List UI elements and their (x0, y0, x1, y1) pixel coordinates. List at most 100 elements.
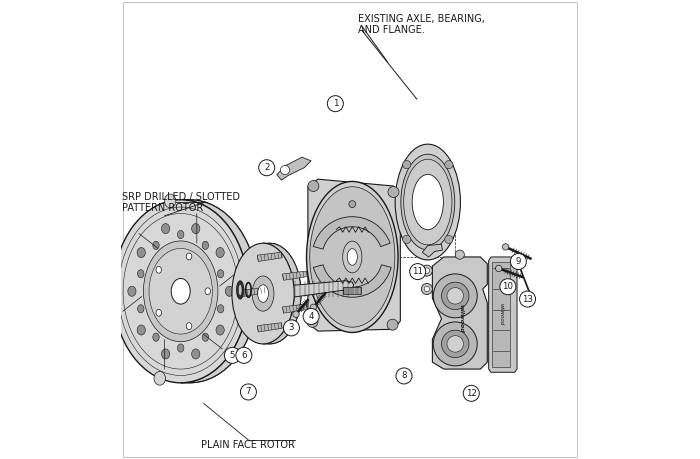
Circle shape (328, 95, 344, 112)
Ellipse shape (216, 325, 224, 335)
Polygon shape (181, 200, 258, 383)
Ellipse shape (122, 200, 258, 383)
Text: 5: 5 (230, 351, 235, 360)
Ellipse shape (218, 269, 224, 278)
Ellipse shape (137, 247, 146, 257)
Circle shape (424, 286, 430, 292)
Ellipse shape (128, 286, 136, 297)
Ellipse shape (202, 241, 209, 250)
Text: AND FLANGE.: AND FLANGE. (358, 25, 425, 35)
Ellipse shape (503, 244, 509, 250)
Circle shape (444, 161, 453, 169)
Circle shape (308, 180, 319, 191)
Circle shape (444, 235, 453, 244)
Circle shape (447, 336, 463, 352)
Circle shape (433, 322, 477, 366)
Polygon shape (258, 323, 282, 332)
Wedge shape (314, 265, 391, 297)
Ellipse shape (154, 371, 165, 385)
Ellipse shape (343, 241, 362, 273)
Ellipse shape (164, 194, 176, 208)
Text: 9: 9 (516, 257, 521, 266)
Text: 12: 12 (466, 389, 477, 398)
Circle shape (463, 385, 480, 401)
Ellipse shape (156, 266, 162, 273)
Ellipse shape (309, 187, 395, 327)
Text: 2: 2 (264, 163, 270, 172)
Ellipse shape (232, 243, 294, 344)
Ellipse shape (137, 305, 144, 313)
Ellipse shape (496, 265, 502, 272)
Polygon shape (492, 262, 510, 367)
Text: wilwood: wilwood (458, 304, 463, 333)
Ellipse shape (178, 230, 184, 239)
Circle shape (442, 282, 469, 309)
Ellipse shape (237, 281, 244, 299)
Ellipse shape (225, 286, 234, 297)
Text: 3: 3 (288, 324, 294, 332)
Polygon shape (343, 287, 361, 294)
Ellipse shape (239, 243, 301, 344)
Text: PLAIN FACE ROTOR: PLAIN FACE ROTOR (202, 441, 295, 450)
Text: 6: 6 (241, 351, 246, 360)
Polygon shape (308, 179, 400, 331)
Circle shape (510, 253, 526, 269)
Text: wilwood: wilwood (498, 303, 503, 325)
Polygon shape (293, 281, 354, 297)
Text: PATTERN ROTOR: PATTERN ROTOR (122, 202, 204, 213)
Text: SRP DRILLED / SLOTTED: SRP DRILLED / SLOTTED (122, 192, 240, 202)
Ellipse shape (202, 333, 209, 341)
Circle shape (303, 308, 319, 325)
Ellipse shape (156, 309, 162, 316)
Circle shape (236, 347, 252, 364)
Circle shape (240, 384, 256, 400)
Circle shape (396, 368, 412, 384)
Ellipse shape (412, 174, 443, 230)
Polygon shape (258, 252, 282, 262)
Ellipse shape (137, 269, 144, 278)
Text: EXISTING AXLE, BEARING,: EXISTING AXLE, BEARING, (358, 14, 485, 24)
Circle shape (388, 186, 399, 197)
Circle shape (387, 319, 398, 330)
Polygon shape (283, 271, 307, 280)
Circle shape (402, 161, 411, 169)
Ellipse shape (192, 224, 200, 234)
Circle shape (284, 320, 300, 336)
Polygon shape (283, 304, 307, 313)
Ellipse shape (178, 344, 184, 352)
Ellipse shape (401, 154, 455, 250)
Circle shape (225, 347, 240, 364)
Polygon shape (276, 157, 311, 180)
Circle shape (281, 165, 290, 174)
Ellipse shape (144, 241, 218, 341)
Ellipse shape (186, 253, 192, 260)
Text: 11: 11 (412, 267, 423, 276)
Circle shape (424, 268, 430, 274)
Polygon shape (489, 257, 517, 372)
Polygon shape (422, 244, 442, 257)
Circle shape (421, 284, 433, 295)
Ellipse shape (404, 159, 452, 245)
Ellipse shape (349, 201, 356, 207)
Circle shape (519, 291, 536, 307)
Text: 1: 1 (332, 99, 338, 108)
Polygon shape (263, 243, 301, 344)
Text: 7: 7 (246, 387, 251, 397)
Circle shape (421, 265, 433, 276)
Polygon shape (240, 287, 265, 297)
Circle shape (402, 235, 411, 244)
Polygon shape (433, 257, 487, 369)
Circle shape (500, 279, 516, 295)
Circle shape (259, 160, 274, 176)
Circle shape (410, 263, 426, 280)
Text: 10: 10 (503, 282, 513, 291)
Circle shape (442, 330, 469, 358)
Circle shape (433, 274, 477, 318)
Text: 13: 13 (522, 295, 533, 303)
Ellipse shape (307, 181, 398, 332)
Ellipse shape (153, 333, 159, 341)
Ellipse shape (293, 311, 299, 317)
Circle shape (447, 288, 463, 304)
Ellipse shape (238, 284, 242, 296)
Wedge shape (314, 217, 390, 249)
